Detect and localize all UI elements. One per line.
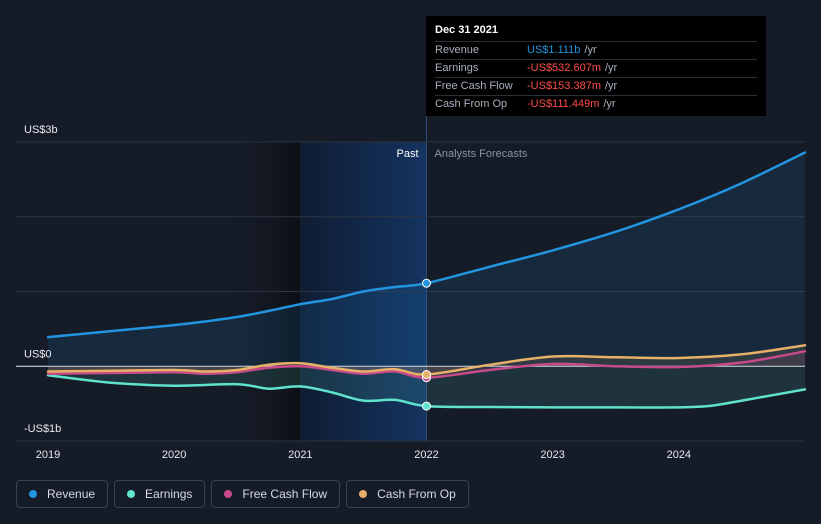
x-tick-label: 2024 <box>667 449 691 461</box>
tooltip-row: Revenue US$1.111b/yr <box>435 41 757 59</box>
legend-dot-icon <box>29 490 37 498</box>
legend-item-free-cash-flow[interactable]: Free Cash Flow <box>211 480 341 508</box>
tooltip-value: -US$111.449m <box>527 98 600 110</box>
legend-dot-icon <box>224 490 233 498</box>
y-tick-label: US$0 <box>24 348 52 360</box>
tooltip-row: Earnings -US$532.607m/yr <box>435 59 757 77</box>
forecast-label: Analysts Forecasts <box>435 148 528 160</box>
tooltip-label: Free Cash Flow <box>435 80 513 92</box>
revenue-area <box>48 152 805 367</box>
y-tick-label: US$3b <box>24 124 58 136</box>
y-tick-label: -US$1b <box>24 423 61 435</box>
legend-dot-icon <box>127 490 136 498</box>
x-tick-label: 2021 <box>288 449 312 461</box>
cash-from-op-marker <box>422 370 431 380</box>
earnings-marker <box>422 401 431 411</box>
earnings-area <box>48 366 805 408</box>
legend-label: Revenue <box>47 487 96 501</box>
tooltip-unit: /yr <box>605 80 618 92</box>
tooltip-unit: /yr <box>584 44 597 56</box>
tooltip: Dec 31 2021 Revenue US$1.111b/yr Earnings -… <box>426 16 766 116</box>
tooltip-value: -US$532.607m <box>527 62 601 74</box>
x-tick-label: 2019 <box>36 449 60 461</box>
legend-item-revenue[interactable]: Revenue <box>16 480 109 508</box>
tooltip-date: Dec 31 2021 <box>435 24 498 36</box>
past-label: Past <box>396 148 418 160</box>
tooltip-value: -US$153.387m <box>527 80 601 92</box>
tooltip-unit: /yr <box>603 98 616 110</box>
tooltip-value: US$1.111b <box>527 44 581 56</box>
tooltip-label: Revenue <box>435 44 480 56</box>
tooltip-row: Cash From Op -US$111.449m/yr <box>435 95 757 113</box>
legend-dot-icon <box>359 490 368 498</box>
legend-label: Earnings <box>145 487 193 501</box>
tooltip-row: Free Cash Flow -US$153.387m/yr <box>435 77 757 95</box>
earnings-line <box>46 373 807 409</box>
free-cash-flow-line <box>46 350 807 379</box>
legend-item-cash-from-op[interactable]: Cash From Op <box>346 480 469 508</box>
cash-from-op-line <box>46 344 807 376</box>
tooltip-label: Cash From Op <box>435 98 508 110</box>
legend-label: Free Cash Flow <box>242 487 328 501</box>
tooltip-unit: /yr <box>605 62 618 74</box>
revenue-marker <box>422 278 431 288</box>
legend: Revenue Earnings Free Cash Flow Cash From O… <box>16 480 469 508</box>
tooltip-label: Earnings <box>435 62 479 74</box>
revenue-line <box>46 151 807 339</box>
legend-label: Cash From Op <box>377 487 456 501</box>
legend-item-earnings[interactable]: Earnings <box>114 480 206 508</box>
x-tick-label: 2020 <box>162 449 186 461</box>
cash-from-op-area <box>48 345 805 375</box>
x-tick-label: 2023 <box>540 449 564 461</box>
x-tick-label: 2022 <box>414 449 438 461</box>
